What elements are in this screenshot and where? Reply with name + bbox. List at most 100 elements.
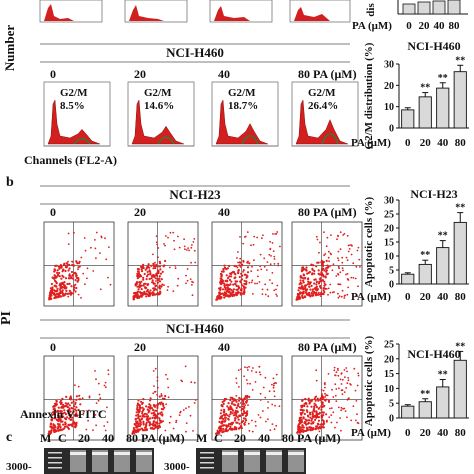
cell-dot — [179, 411, 182, 414]
cell-dot — [146, 415, 150, 418]
cell-dot — [238, 275, 241, 279]
cell-dot — [136, 293, 139, 296]
cell-dot — [136, 428, 139, 431]
cell-dot — [143, 412, 147, 415]
cell-dot — [330, 414, 333, 416]
cell-dot — [249, 382, 252, 385]
y-tick-label: 30 — [384, 60, 394, 71]
x-tick-label: 40 — [437, 137, 449, 149]
marker-band — [48, 452, 62, 454]
cell-dot — [70, 401, 73, 404]
cell-dot — [59, 410, 62, 413]
cell-dot — [222, 417, 225, 421]
cell-dot — [276, 231, 279, 233]
cell-dot — [61, 420, 64, 423]
cell-dot — [158, 265, 162, 268]
cell-dot — [62, 423, 65, 426]
cell-dot — [321, 423, 324, 426]
cell-dot — [148, 269, 151, 272]
cell-dot — [305, 426, 308, 429]
x-tick-label: 80 — [455, 427, 467, 439]
gel-lane-smear — [136, 450, 152, 472]
cell-dot — [152, 267, 155, 270]
cell-dot — [310, 417, 314, 420]
cell-dot — [346, 382, 349, 385]
cell-dot — [237, 251, 239, 253]
cell-dot — [243, 286, 247, 289]
cell-dot — [305, 409, 308, 412]
cell-dot — [236, 410, 239, 414]
panel-a-x-label: Channels (FL2-A) — [24, 153, 117, 167]
cell-dot — [305, 419, 308, 422]
cell-dot — [265, 269, 268, 271]
y-tick-label: 15 — [384, 238, 394, 249]
cell-dot — [55, 296, 58, 299]
cell-dot — [100, 410, 102, 413]
cell-dot — [57, 429, 60, 432]
cell-dot — [56, 422, 60, 426]
cell-dot — [308, 294, 311, 297]
significance-marker: ** — [420, 389, 430, 400]
significance-marker: ** — [438, 231, 448, 242]
y-tick-label: 30 — [384, 196, 394, 207]
cell-dot — [265, 420, 267, 423]
cell-dot — [147, 263, 150, 266]
cell-dot — [269, 240, 271, 243]
cell-dot — [341, 267, 344, 270]
cell-dot — [52, 293, 56, 296]
cell-dot — [328, 416, 331, 418]
cell-dot — [152, 287, 154, 290]
gel-band — [114, 452, 130, 455]
cell-dot — [95, 424, 97, 427]
cell-dot — [140, 417, 144, 420]
cell-dot — [239, 425, 242, 428]
cell-dot — [219, 417, 222, 420]
cell-dot — [138, 296, 141, 299]
cell-dot — [82, 410, 85, 412]
cell-dot — [70, 397, 73, 400]
cell-dot — [263, 265, 266, 268]
cell-dot — [227, 284, 230, 287]
cell-dot — [332, 396, 335, 398]
cell-dot — [53, 417, 56, 420]
cell-dot — [186, 268, 189, 270]
cell-dot — [94, 370, 96, 372]
cell-dot — [58, 423, 61, 426]
cell-dot — [157, 256, 159, 259]
cell-dot — [146, 288, 149, 291]
cell-dot — [62, 275, 65, 279]
cell-dot — [178, 246, 181, 249]
cell-dot — [251, 419, 253, 422]
dose-label-1: 20 — [134, 67, 146, 81]
cell-dot — [225, 268, 228, 271]
cell-dot — [154, 277, 157, 280]
cell-dot — [270, 255, 272, 257]
cell-dot — [62, 268, 65, 271]
cell-dot — [337, 374, 340, 377]
cell-dot — [300, 269, 303, 272]
cell-dot — [323, 261, 325, 264]
cell-dot — [256, 282, 258, 285]
cell-dot — [63, 427, 66, 430]
cell-dot — [83, 237, 86, 239]
cell-dot — [152, 408, 155, 412]
cell-dot — [64, 425, 67, 428]
cell-dot — [137, 288, 140, 291]
gel-band — [244, 452, 260, 455]
cell-dot — [308, 285, 311, 288]
cell-dot — [223, 264, 226, 267]
y-axis-label: Apoptotic cells (%) — [363, 196, 375, 287]
cell-dot — [149, 289, 152, 292]
top-row-histograms — [39, 0, 351, 23]
cell-dot — [151, 416, 154, 419]
cell-dot — [339, 271, 342, 274]
marker-band — [200, 452, 214, 454]
cell-dot — [347, 250, 350, 253]
cell-dot — [156, 380, 159, 382]
x-tick-label: 0 — [405, 137, 411, 149]
top-chart-x-tick: 0 — [406, 20, 412, 32]
cell-dot — [237, 404, 240, 407]
cell-dot — [320, 408, 323, 411]
cell-dot — [246, 266, 250, 269]
cell-dot — [153, 405, 156, 408]
